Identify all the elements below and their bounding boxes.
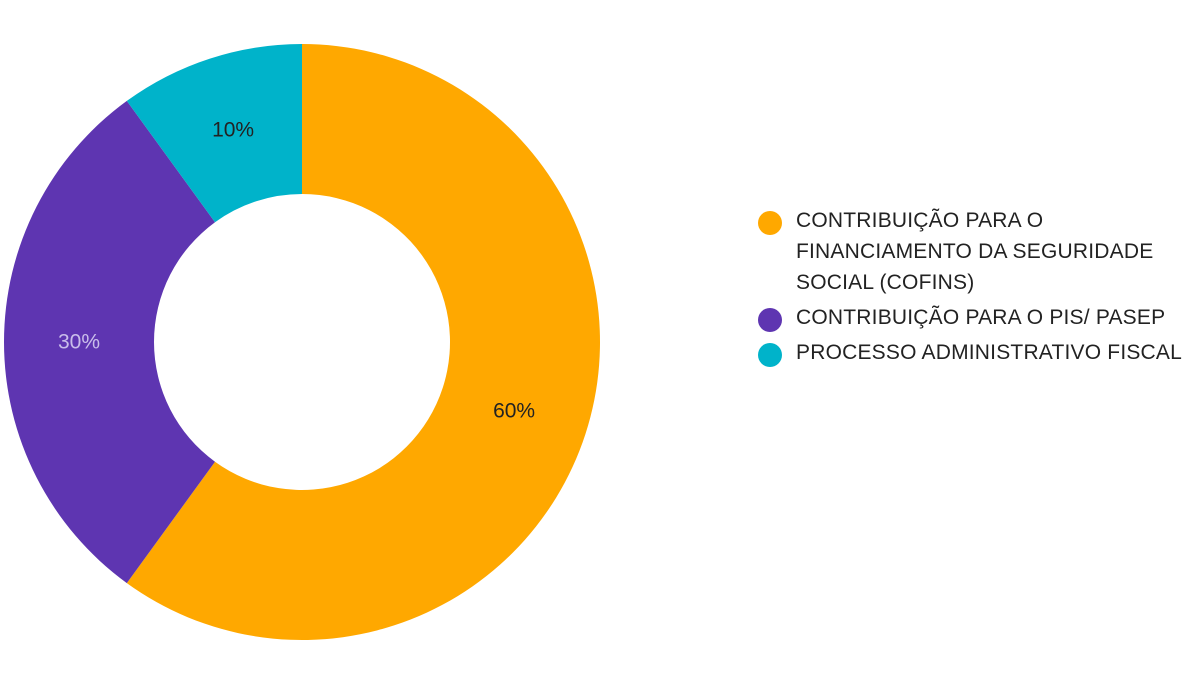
legend-label-cofins: CONTRIBUIÇÃO PARA O FINANCIAMENTO DA SEG… [796, 209, 1154, 294]
legend-item-pis-pasep[interactable]: CONTRIBUIÇÃO PARA O PIS/ PASEP [758, 302, 1188, 333]
slice-pis-pasep[interactable] [3, 100, 216, 584]
slice-processo-administrativo-fiscal[interactable] [126, 44, 302, 223]
legend-label-processo-administrativo-fiscal: PROCESSO ADMINISTRATIVO FISCAL [796, 341, 1183, 364]
legend-swatch-cofins [758, 211, 782, 235]
legend-item-processo-administrativo-fiscal[interactable]: PROCESSO ADMINISTRATIVO FISCAL [758, 337, 1188, 368]
legend-swatch-processo-administrativo-fiscal [758, 343, 782, 367]
donut-chart: 60% 30% 10% [3, 44, 600, 640]
slice-label-processo-administrativo-fiscal: 10% [212, 118, 254, 141]
legend-item-cofins[interactable]: CONTRIBUIÇÃO PARA O FINANCIAMENTO DA SEG… [758, 205, 1188, 298]
legend-swatch-pis-pasep [758, 308, 782, 332]
legend-label-pis-pasep: CONTRIBUIÇÃO PARA O PIS/ PASEP [796, 306, 1166, 329]
slice-cofins[interactable] [126, 44, 600, 640]
slice-label-pis-pasep: 30% [58, 331, 100, 354]
legend: CONTRIBUIÇÃO PARA O FINANCIAMENTO DA SEG… [758, 205, 1188, 372]
slice-label-cofins: 60% [493, 399, 535, 422]
